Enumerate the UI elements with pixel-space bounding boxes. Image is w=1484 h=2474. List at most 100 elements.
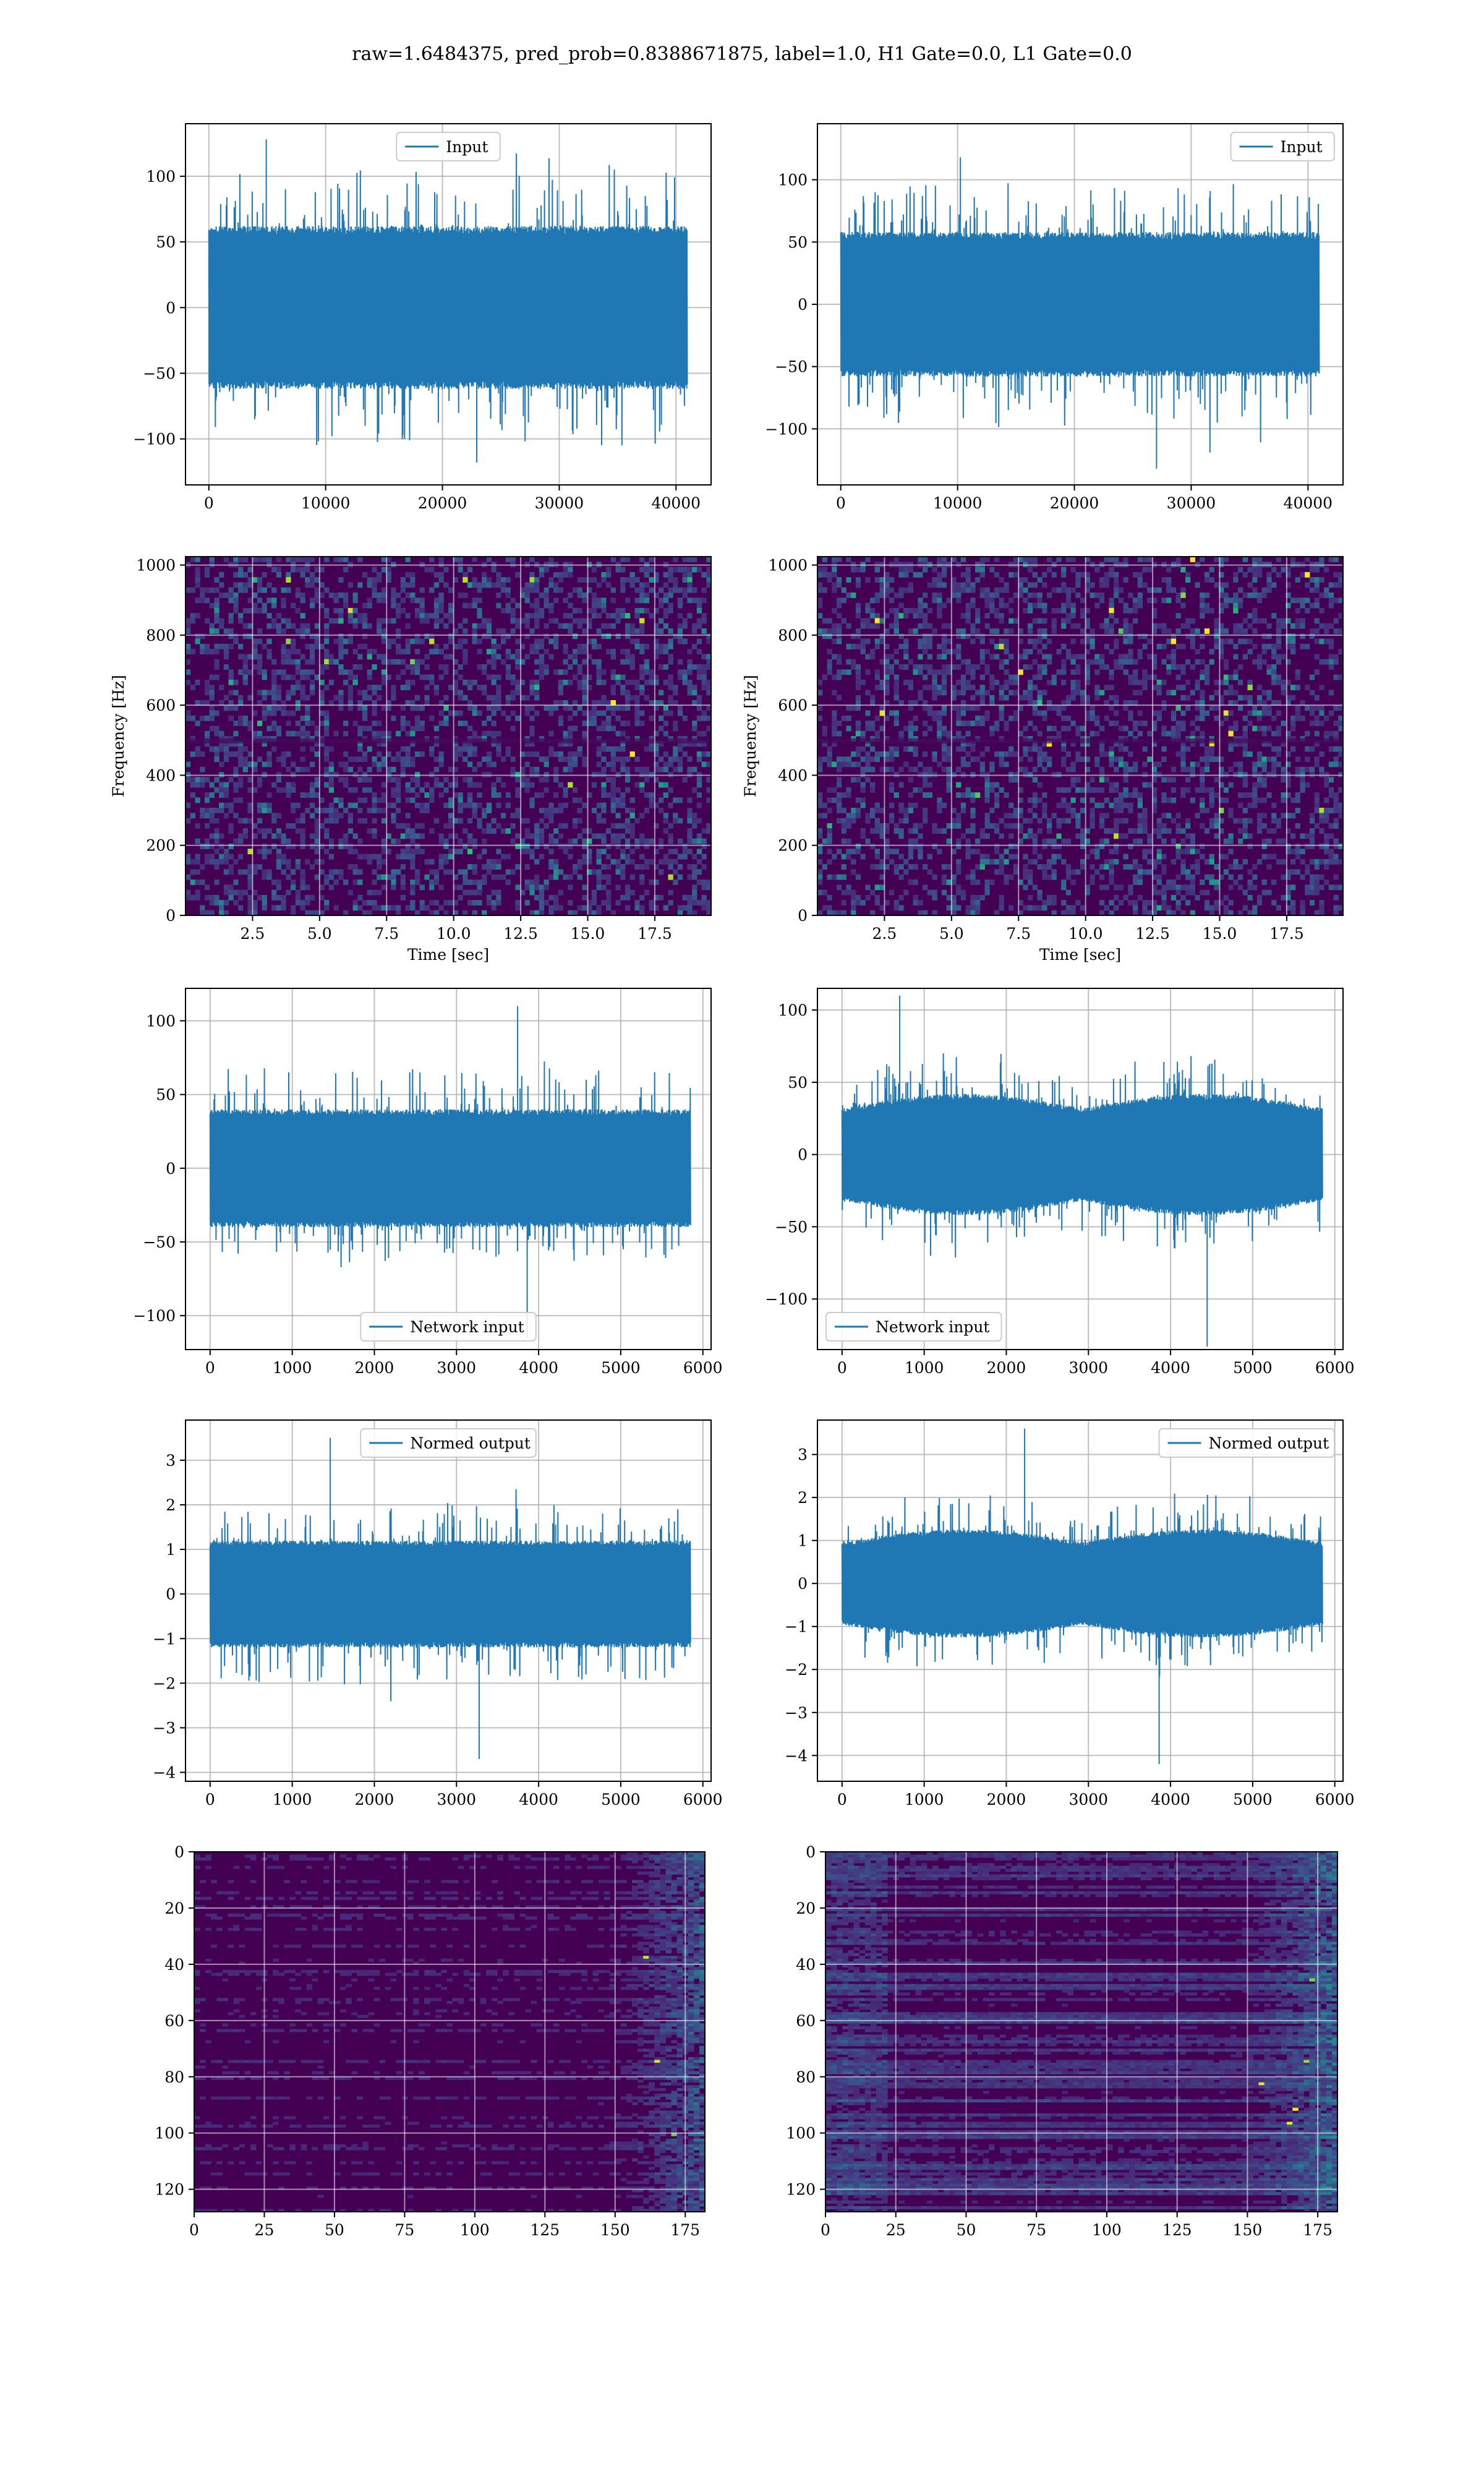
heatmap-cell (539, 659, 545, 665)
heatmap-cell (696, 833, 702, 839)
heatmap-cell (989, 726, 995, 732)
heatmap-cell (994, 858, 1000, 865)
heatmap-cell (587, 577, 592, 583)
heatmap-cell (534, 618, 540, 624)
heatmap-cell (668, 607, 673, 614)
heatmap-cell (1104, 813, 1109, 819)
heatmap-cell (836, 557, 842, 562)
heatmap-cell (696, 567, 702, 573)
heatmap-cell (582, 593, 587, 598)
heatmap-cell (1104, 905, 1109, 911)
heatmap-cell (515, 905, 521, 911)
heatmap-cell (1166, 597, 1172, 604)
heatmap-cell (591, 638, 597, 644)
heatmap-cell (893, 746, 899, 752)
heatmap-cell (1051, 910, 1057, 916)
heatmap-cell (204, 643, 210, 649)
heatmap-cell (677, 628, 683, 634)
heatmap-cell (367, 777, 372, 783)
heatmap-cell (319, 593, 325, 598)
heatmap-cell (970, 669, 976, 675)
heatmap-cell (951, 894, 957, 901)
heatmap-cell (1051, 674, 1057, 680)
heatmap-cell (295, 664, 301, 670)
heatmap-cell (496, 900, 501, 905)
heatmap-cell (629, 695, 635, 701)
heatmap-cell (1137, 602, 1143, 609)
heatmap-cell (639, 593, 645, 598)
heatmap-cell (999, 715, 1004, 721)
heatmap-cell (548, 705, 554, 711)
heatmap-cell (453, 685, 458, 690)
heatmap-cell (448, 613, 454, 618)
heatmap-cell (496, 777, 501, 783)
heatmap-cell (281, 674, 286, 680)
heatmap-cell (223, 858, 229, 865)
heatmap-cell (956, 884, 962, 891)
heatmap-cell (1133, 700, 1138, 706)
heatmap-cell (362, 751, 368, 757)
heatmap-cell (200, 751, 205, 757)
heatmap-cell (252, 557, 258, 562)
heatmap-cell (1080, 613, 1086, 618)
heatmap-cell (195, 838, 200, 844)
heatmap-cell (659, 628, 664, 634)
heatmap-cell (1051, 854, 1057, 860)
heatmap-cell (913, 766, 918, 773)
heatmap-cell (1009, 905, 1014, 911)
heatmap-cell (913, 900, 918, 905)
heatmap-cell (1028, 700, 1033, 706)
heatmap-cell (281, 900, 286, 905)
heatmap-cell (956, 705, 962, 711)
heatmap-cell (1175, 664, 1181, 670)
heatmap-cell (463, 577, 468, 583)
heatmap-cell (505, 593, 511, 598)
heatmap-cell (309, 690, 315, 696)
y-tick-label: 0 (166, 907, 176, 925)
heatmap-cell (634, 613, 640, 618)
heatmap-cell (606, 633, 612, 640)
heatmap-cell (989, 761, 995, 768)
heatmap-cell (639, 557, 645, 562)
heatmap-cell (620, 823, 626, 829)
heatmap-cell (1051, 869, 1057, 875)
heatmap-cell (534, 685, 540, 690)
heatmap-cell (372, 649, 377, 654)
heatmap-cell (305, 669, 310, 675)
heatmap-cell (706, 726, 712, 732)
heatmap-cell (1133, 618, 1138, 624)
heatmap-cell (855, 813, 861, 819)
heatmap-cell (913, 664, 918, 670)
heatmap-cell (1065, 557, 1072, 562)
heatmap-cell (405, 854, 411, 860)
heatmap-cell (424, 654, 430, 660)
heatmap-cell (223, 628, 229, 634)
heatmap-cell (965, 618, 971, 624)
heatmap-cell (937, 643, 942, 649)
heatmap-cell (381, 849, 387, 855)
heatmap-cell (841, 864, 846, 870)
heatmap-cell (1133, 607, 1138, 614)
heatmap-cell (1094, 654, 1100, 660)
heatmap-cell (544, 880, 549, 885)
heatmap-cell (668, 761, 673, 768)
heatmap-cell (482, 864, 487, 870)
heatmap-cell (529, 854, 535, 860)
heatmap-cell (458, 802, 463, 808)
heatmap-cell (377, 797, 382, 803)
heatmap-cell (927, 766, 932, 773)
heatmap-cell (496, 751, 501, 757)
heatmap-cell (946, 746, 952, 752)
heatmap-cell (1090, 628, 1095, 634)
heatmap-cell (501, 874, 506, 880)
heatmap-cell (817, 858, 823, 865)
heatmap-cell (941, 664, 947, 670)
heatmap-cell (519, 587, 526, 593)
heatmap-cell (979, 894, 985, 901)
heatmap-cell (247, 669, 253, 675)
heatmap-cell (357, 613, 363, 618)
heatmap-cell (295, 567, 301, 573)
heatmap-cell (601, 833, 607, 839)
heatmap-cell (515, 659, 521, 665)
heatmap-cell (1061, 582, 1067, 588)
